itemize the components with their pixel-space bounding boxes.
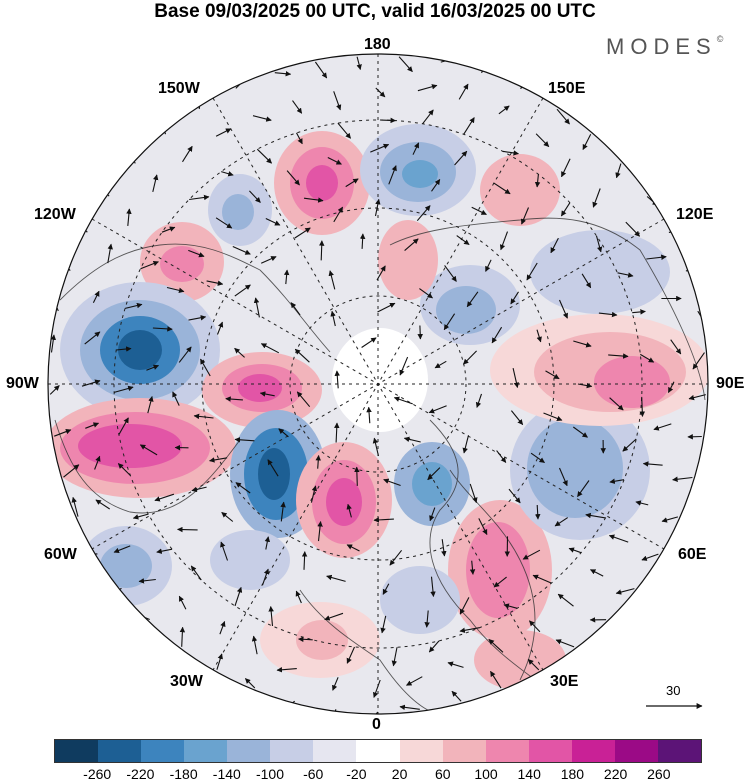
lon-label-30w: 30W [170,673,203,691]
colorbar-segment [356,740,399,762]
wind-arrow [420,326,421,340]
colorbar-tick-label: -20 [346,766,366,782]
colorbar-tick-label: -100 [256,766,284,782]
wind-arrow [330,709,336,727]
lon-label-90w: 90W [6,375,39,393]
lon-label-90e: 90E [716,375,744,393]
colorbar-tick-label: -180 [170,766,198,782]
anomaly-field [44,54,710,727]
lon-label-150e: 150E [548,80,585,98]
lon-label-30e: 30E [550,673,578,691]
colorbar-tick-label: -140 [213,766,241,782]
lon-label-180: 180 [364,36,391,54]
colorbar-tick-label: 60 [435,766,451,782]
colorbar-segment [227,740,270,762]
colorbar-tick-label: 260 [647,766,670,782]
wind-arrow [321,241,322,261]
colorbar-tick-label: 140 [518,766,541,782]
colorbar-segment [615,740,658,762]
lon-label-120e: 120E [676,206,713,224]
vector-scale-label: 30 [666,683,680,698]
colorbar-tick-label: 180 [561,766,584,782]
colorbar-segment [141,740,184,762]
colorbar-tick-label: -220 [126,766,154,782]
colorbar-segment [658,740,701,762]
colorbar-tick-label: -260 [83,766,111,782]
colorbar-segment [313,740,356,762]
wind-arrow [104,588,122,597]
polar-map [0,0,750,783]
lon-label-60w: 60W [44,546,77,564]
colorbar-tick-label: 100 [474,766,497,782]
wind-arrow [380,120,395,121]
colorbar-segment [529,740,572,762]
lon-label-60e: 60E [678,546,706,564]
lon-label-120w: 120W [34,206,76,224]
colorbar-segment [443,740,486,762]
colorbar-segment [55,740,98,762]
lon-label-150w: 150W [158,80,200,98]
colorbar-segment [98,740,141,762]
colorbar-segment [400,740,443,762]
colorbar-segment [184,740,227,762]
wind-arrow [357,467,358,486]
colorbar-tick-label: -60 [303,766,323,782]
colorbar-segment [572,740,615,762]
colorbar-segment [486,740,529,762]
colorbar-tick-label: 20 [392,766,408,782]
colorbar [54,739,702,763]
lon-label-0: 0 [372,716,381,734]
wind-arrow [178,529,198,530]
colorbar-tick-label: 220 [604,766,627,782]
wind-arrow [74,218,87,232]
colorbar-segment [270,740,313,762]
